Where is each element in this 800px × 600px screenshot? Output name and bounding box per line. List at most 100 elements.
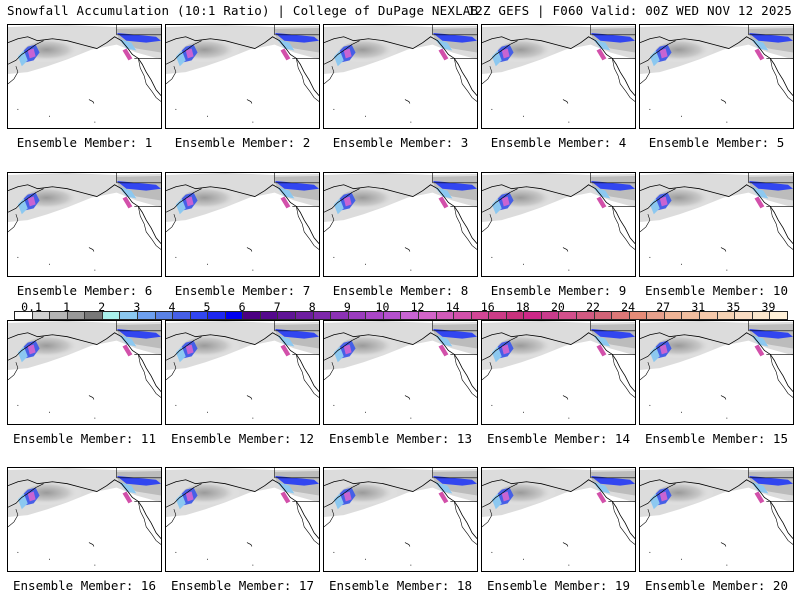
snowfall-blue-east — [116, 32, 161, 43]
colorbar-segment — [682, 312, 700, 319]
island-dot — [94, 564, 96, 566]
colorbar-segment — [770, 312, 787, 319]
ensemble-member-panel: Ensemble Member: 18 — [323, 467, 478, 593]
snowfall-map — [639, 172, 794, 277]
colorbar-segment — [225, 312, 244, 319]
coastline-aleutians — [640, 188, 676, 213]
colorbar-tick-label: 4 — [168, 300, 176, 314]
ensemble-member-panel: Ensemble Member: 9 — [481, 172, 636, 298]
colorbar-segment — [173, 312, 191, 319]
snowfall-magenta-west — [27, 491, 36, 502]
island-dot — [568, 564, 570, 566]
snowfall-gray-blob — [654, 38, 734, 67]
snowfall-gray-blob — [654, 481, 734, 510]
snowfall-magenta-west — [185, 344, 194, 355]
snowfall-light-blue — [175, 493, 186, 510]
snowfall-magenta-coast — [122, 48, 133, 61]
coastline-west-us — [770, 354, 793, 398]
colorbar-segment — [313, 312, 332, 319]
snowfall-magenta-coast — [754, 344, 765, 357]
snowfall-light-blue — [17, 198, 28, 215]
coastline — [640, 184, 793, 244]
snowfall-gray-blob — [338, 481, 418, 510]
colorbar-tick-label: 35 — [726, 300, 741, 314]
coastline-west-us — [612, 501, 635, 545]
colorbar-scale — [14, 311, 788, 320]
snowfall-blue-east — [432, 180, 477, 191]
island-dot — [333, 108, 335, 110]
hawaii-islands — [562, 99, 569, 104]
colorbar-segment — [102, 312, 121, 319]
snowfall-gray-blob — [180, 481, 260, 510]
snowfall-light-blue — [17, 346, 28, 363]
map-plot — [8, 468, 161, 566]
island-dot — [522, 115, 524, 117]
colorbar-tick-label: 22 — [586, 300, 600, 314]
map-plot — [640, 25, 793, 123]
snowfall-magenta-coast — [438, 48, 449, 61]
snowfall-gray-blob — [22, 186, 102, 215]
coastline — [166, 36, 319, 96]
snowfall-light-blue — [491, 198, 502, 215]
colorbar-segment — [612, 312, 630, 319]
colorbar-segment — [699, 312, 718, 319]
colorbar-segment — [120, 312, 138, 319]
hawaii-islands — [562, 247, 569, 252]
snowfall-blue-east — [748, 180, 793, 191]
island-dot — [522, 263, 524, 265]
coastline-west-us — [770, 501, 793, 545]
snowfall-gray-blob — [654, 334, 734, 363]
map-plot — [324, 468, 477, 566]
island-dot — [94, 121, 96, 123]
colorbar-tick-label: 39 — [761, 300, 776, 314]
snowfall-blue-east — [116, 328, 161, 339]
ensemble-member-label: Ensemble Member: 5 — [648, 135, 785, 150]
snowfall-light-blue-east — [434, 334, 453, 347]
hawaii-islands — [720, 247, 727, 252]
snowfall-light-blue — [333, 493, 344, 510]
border-canada — [274, 173, 319, 207]
map-plot — [482, 25, 635, 123]
coastline-aleutians — [166, 483, 202, 508]
coastline-aleutians — [166, 336, 202, 361]
ensemble-member-label: Ensemble Member: 11 — [13, 431, 156, 446]
colorbar-segment — [260, 312, 279, 319]
island-dot — [491, 256, 493, 258]
island-dot — [726, 121, 728, 123]
coastline-aleutians — [166, 40, 202, 65]
coastline — [8, 332, 161, 392]
border-canada — [432, 321, 477, 355]
colorbar-segment — [559, 312, 577, 319]
ensemble-member-panel: Ensemble Member: 1 — [7, 24, 162, 150]
snowfall-magenta-coast — [438, 491, 449, 504]
snowfall-blue-east — [748, 328, 793, 339]
colorbar-segment — [85, 312, 103, 319]
snowfall-light-blue-east — [118, 38, 137, 51]
snowfall-magenta-west — [185, 48, 194, 59]
coastline-west-us — [138, 354, 161, 398]
ensemble-member-panel: Ensemble Member: 17 — [165, 467, 320, 593]
coastline — [8, 184, 161, 244]
ensemble-member-label: Ensemble Member: 16 — [13, 578, 156, 593]
coastline — [482, 332, 635, 392]
snowfall-map — [165, 320, 320, 425]
map-plot — [482, 468, 635, 566]
hawaii-islands — [246, 395, 253, 400]
hawaii-islands — [562, 395, 569, 400]
snowfall-magenta-west — [27, 48, 36, 59]
coastline-west-us — [454, 354, 477, 398]
border-canada — [274, 468, 319, 502]
colorbar-segment — [348, 312, 367, 319]
map-plot — [166, 321, 319, 419]
snowfall-magenta-coast — [596, 344, 607, 357]
snowfall-gray-blob — [180, 38, 260, 67]
island-dot — [48, 115, 50, 117]
snowfall-magenta-coast — [280, 48, 291, 61]
snowfall-light-blue — [175, 198, 186, 215]
island-dot — [726, 417, 728, 419]
snowfall-magenta-coast — [754, 196, 765, 209]
coastline-aleutians — [324, 483, 360, 508]
island-dot — [175, 256, 177, 258]
ensemble-member-panel: Ensemble Member: 10 — [639, 172, 794, 298]
snowfall-light-blue-east — [434, 481, 453, 494]
